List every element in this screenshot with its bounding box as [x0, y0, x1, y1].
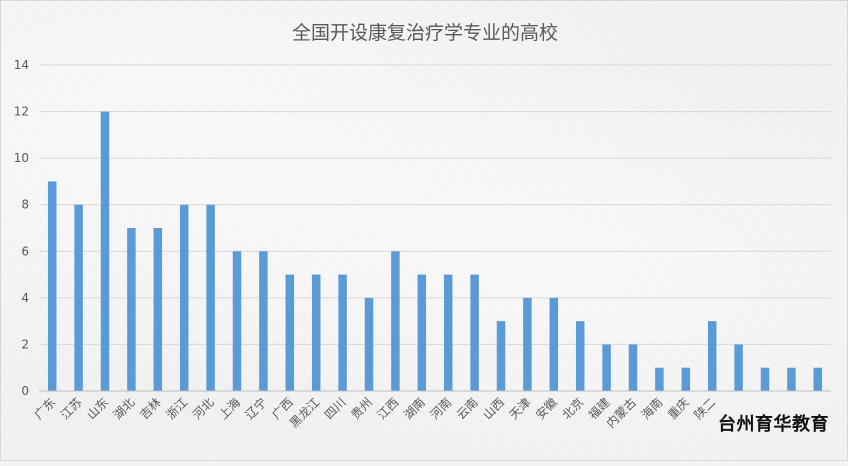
x-tick-label: 四川 — [322, 395, 349, 422]
x-tick-label: 上海 — [216, 395, 244, 423]
chart-title: 全国开设康复治疗学专业的高校 — [292, 22, 558, 44]
bars — [47, 111, 823, 391]
bar — [259, 251, 268, 391]
y-axis-ticks: 0 2 4 6 8 10 12 14 — [14, 58, 29, 398]
y-tick-label: 0 — [21, 384, 29, 398]
x-tick-label: 贵州 — [348, 395, 375, 422]
bar — [549, 297, 559, 391]
x-tick-label: 云南 — [453, 395, 481, 423]
x-tick-label: 山西 — [480, 395, 507, 422]
x-tick-label: 浙江 — [163, 395, 190, 422]
x-tick-label: 安徽 — [532, 395, 560, 423]
bar — [443, 274, 453, 391]
x-tick-label: 吉林 — [137, 395, 164, 422]
y-tick-label: 6 — [21, 244, 29, 258]
bar — [206, 204, 215, 391]
bar — [707, 321, 717, 391]
watermark-logo-text: 台州育华教育 — [718, 414, 829, 435]
y-tick-label: 14 — [14, 58, 29, 72]
bar — [74, 204, 83, 391]
x-tick-label: 黑龙江 — [287, 395, 322, 430]
x-tick-label: 广东 — [31, 395, 58, 422]
y-tick-label: 12 — [14, 105, 29, 119]
x-tick-label: 河南 — [427, 395, 455, 423]
x-tick-label: 湖北 — [110, 395, 138, 423]
bar — [391, 251, 400, 391]
y-tick-label: 10 — [14, 151, 29, 165]
bar — [47, 181, 57, 391]
bar — [311, 274, 321, 391]
bar — [100, 111, 110, 391]
x-tick-label: 辽宁 — [242, 395, 270, 423]
bar — [364, 297, 374, 391]
x-tick-label: 山东 — [84, 395, 111, 422]
bar — [127, 228, 136, 391]
bar — [232, 251, 242, 391]
bar — [417, 274, 427, 391]
y-tick-label: 4 — [21, 291, 29, 305]
x-tick-label: 湖南 — [400, 395, 428, 423]
bar — [655, 367, 664, 391]
x-tick-label: 北京 — [559, 395, 586, 422]
bar — [153, 228, 163, 391]
bar — [787, 367, 796, 391]
bar — [285, 274, 295, 391]
bar — [628, 344, 638, 391]
y-tick-label: 2 — [21, 337, 29, 351]
x-tick-label: 江苏 — [58, 395, 85, 422]
y-tick-label: 8 — [21, 198, 29, 212]
x-tick-label: 河北 — [190, 395, 217, 422]
bar — [734, 344, 743, 391]
bar — [496, 321, 506, 391]
bar — [575, 321, 585, 391]
x-tick-label: 天津 — [507, 395, 534, 422]
x-tick-label: 重庆 — [665, 395, 692, 422]
bar — [523, 297, 532, 391]
x-tick-label: 陕二 — [691, 395, 719, 423]
x-tick-label: 江西 — [375, 395, 402, 422]
x-axis-labels: 广东 江苏 山东 湖北 吉林 浙江 河北 上海 辽宁 广西黑龙江 四川 贵州 江西 湖南 河南 云南 山西 天津安… — [31, 395, 718, 431]
bar — [602, 344, 611, 391]
bar — [179, 204, 189, 391]
bar — [681, 367, 691, 391]
x-tick-label: 内蒙古 — [603, 395, 639, 431]
bar — [470, 274, 479, 391]
x-tick-label: 海南 — [638, 395, 666, 423]
bar — [760, 367, 770, 391]
bar — [338, 274, 347, 391]
gridlines — [39, 64, 831, 345]
bar — [813, 367, 823, 391]
